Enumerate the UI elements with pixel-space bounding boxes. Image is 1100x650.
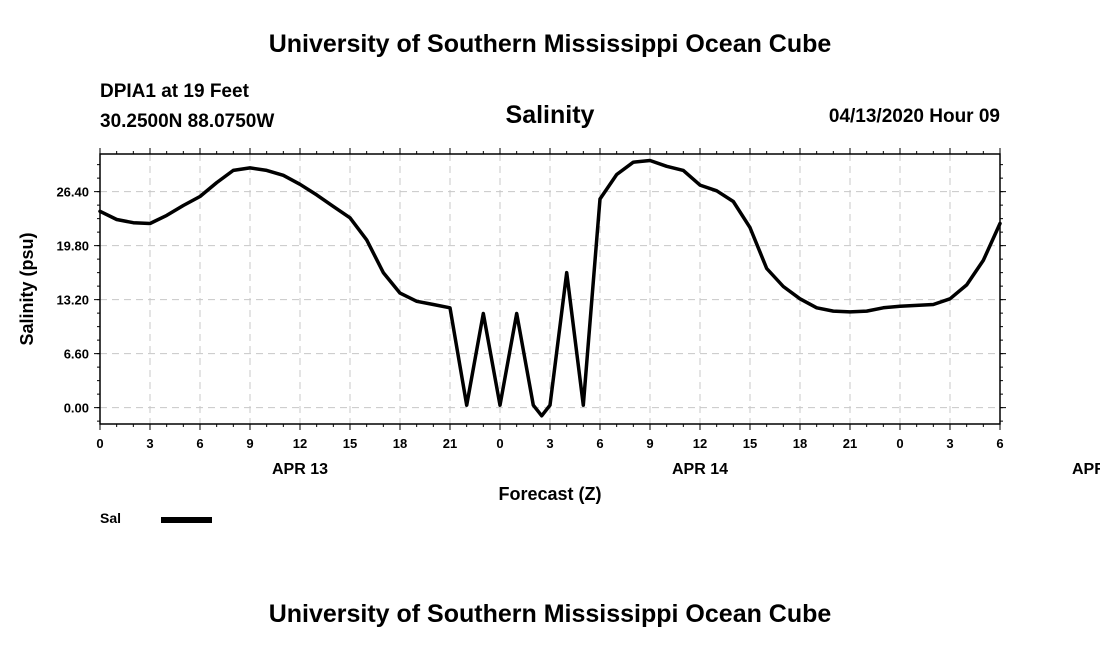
y-tick-label: 13.20	[56, 293, 89, 308]
station-name: DPIA1 at 19 Feet	[100, 81, 249, 102]
day-label: APR 13	[272, 461, 328, 478]
x-tick-label: 15	[343, 436, 357, 451]
x-tick-label: 6	[196, 436, 203, 451]
x-tick-label: 3	[946, 436, 953, 451]
station-info: DPIA1 at 19 Feet 30.2500N 88.0750W	[100, 77, 274, 137]
x-tick-label: 6	[596, 436, 603, 451]
x-tick-label: 12	[693, 436, 707, 451]
y-axis-ticks: 0.00 6.60 13.20 19.80 26.40	[56, 185, 1006, 416]
page-title: University of Southern Mississippi Ocean…	[268, 30, 832, 58]
station-location: 30.2500N 88.0750W	[100, 111, 275, 132]
x-tick-label: 3	[546, 436, 553, 451]
y-tick-label: 6.60	[64, 347, 89, 362]
forecast-date: 04/13/2020 Hour 09	[828, 106, 1000, 127]
x-tick-label: 18	[793, 436, 807, 451]
grid-lines	[100, 154, 1000, 424]
footer-title: University of Southern Mississippi Ocean…	[268, 600, 832, 628]
x-axis-title: Forecast (Z)	[498, 484, 601, 504]
x-tick-label: 0	[96, 436, 103, 451]
x-axis-ticks: 0 3 6 9 12 15 18 21 0 3 6 9 12 15 18 21 0 3 6	[96, 148, 1004, 451]
y-tick-label: 19.80	[56, 239, 89, 254]
legend-label-sal: Sal	[100, 510, 122, 526]
day-label: APR 15	[1072, 461, 1100, 478]
y-axis-title: Salinity (psu)	[17, 232, 37, 345]
x-tick-label: 6	[996, 436, 1003, 451]
x-tick-label: 9	[646, 436, 653, 451]
day-labels: APR 13 APR 14 APR 15	[272, 461, 1100, 478]
day-label: APR 14	[672, 461, 728, 478]
x-tick-label: 12	[293, 436, 307, 451]
series-line-sal	[98, 158, 1002, 418]
y-tick-label: 0.00	[64, 401, 89, 416]
chart-title: Salinity	[505, 101, 595, 129]
legend-swatch-sal	[161, 517, 212, 523]
x-tick-label: 21	[843, 436, 857, 451]
x-tick-label: 9	[246, 436, 253, 451]
x-tick-label: 21	[443, 436, 457, 451]
x-tick-label: 3	[146, 436, 153, 451]
y-tick-label: 26.40	[56, 185, 89, 200]
x-tick-label: 15	[743, 436, 757, 451]
x-tick-label: 0	[896, 436, 903, 451]
series-layer	[98, 158, 1002, 418]
x-tick-label: 18	[393, 436, 407, 451]
x-tick-label: 0	[496, 436, 503, 451]
